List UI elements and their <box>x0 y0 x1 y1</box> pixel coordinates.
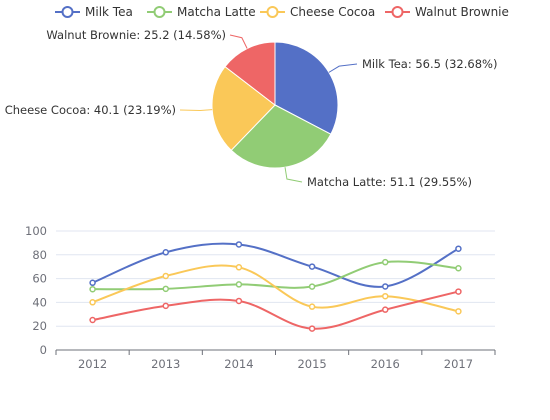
y-tick-label-3: 40 <box>32 295 47 309</box>
y-tick-label-6: 100 <box>25 224 47 238</box>
data-point-3-4 <box>308 303 316 310</box>
legend-label-3: Cheese Cocoa <box>290 5 375 19</box>
data-point-4-4 <box>308 325 316 332</box>
pie-label-1: Milk Tea: 56.5 (32.68%) <box>362 57 497 71</box>
pie-slice-2 <box>230 104 332 169</box>
legend-item-4[interactable]: Walnut Brownie <box>385 5 509 19</box>
pie-slice-1 <box>274 41 339 135</box>
data-point-1-1 <box>89 279 96 287</box>
data-point-3-5 <box>382 292 389 300</box>
x-tick-label-2: 2013 <box>151 357 180 371</box>
legend-marker-1 <box>61 6 74 18</box>
legend-marker-3 <box>266 6 279 18</box>
data-point-2-3 <box>235 281 243 288</box>
pie-label-line-4 <box>229 34 248 49</box>
pie-label-line-1 <box>328 63 358 73</box>
data-point-2-2 <box>162 285 169 293</box>
series-3 <box>89 264 462 315</box>
series-line-1 <box>92 242 459 288</box>
data-point-2-1 <box>89 285 96 293</box>
legend-item-3[interactable]: Cheese Cocoa <box>260 5 375 19</box>
line-chart: 0 20 40 60 80 100 2012 2013 2014 2015 2016 2017 <box>25 224 496 371</box>
x-tick-label-1: 2012 <box>78 357 107 371</box>
legend-label-1: Milk Tea <box>85 5 133 19</box>
data-point-2-6 <box>455 264 462 272</box>
x-tick-label-6: 2017 <box>444 357 473 371</box>
x-tick-label-5: 2016 <box>371 357 400 371</box>
legend-marker-4 <box>391 6 404 18</box>
pie-label-2: Matcha Latte: 51.1 (29.55%) <box>307 175 472 189</box>
series-4 <box>89 288 462 332</box>
data-point-1-6 <box>455 245 462 252</box>
legend-label-4: Walnut Brownie <box>415 5 509 19</box>
data-point-4-6 <box>455 288 462 295</box>
legend-item-2[interactable]: Matcha Latte <box>147 5 256 19</box>
data-point-4-1 <box>89 316 96 324</box>
data-point-2-4 <box>308 283 316 290</box>
data-point-1-3 <box>235 241 243 248</box>
series-line-2 <box>92 260 459 291</box>
data-point-4-3 <box>235 297 243 305</box>
x-tick-label-3: 2014 <box>224 357 253 371</box>
pie-slice-4 <box>224 41 276 107</box>
data-point-1-4 <box>308 263 316 270</box>
legend-item-1[interactable]: Milk Tea <box>55 5 133 19</box>
data-point-3-3 <box>235 264 243 271</box>
series-line-4 <box>92 290 459 330</box>
y-tick-label-1: 0 <box>40 343 47 357</box>
y-tick-label-4: 60 <box>32 272 47 286</box>
y-tick-label-5: 80 <box>32 248 47 262</box>
series-1 <box>89 241 462 290</box>
legend-marker-2 <box>153 6 166 18</box>
pie-label-line-2 <box>284 167 303 183</box>
data-point-2-5 <box>382 258 389 266</box>
pie-label-4: Walnut Brownie: 25.2 (14.58%) <box>46 28 226 42</box>
x-tick-label-4: 2015 <box>297 357 326 371</box>
legend-label-2: Matcha Latte <box>177 5 256 19</box>
y-tick-label-2: 20 <box>32 319 47 333</box>
data-point-3-6 <box>455 308 462 315</box>
data-point-1-5 <box>382 283 389 290</box>
data-point-1-2 <box>162 249 169 256</box>
legend: Milk Tea Matcha Latte Cheese Cocoa Walnut B… <box>55 5 509 19</box>
data-point-3-2 <box>162 272 169 280</box>
pie-label-line-3 <box>179 109 213 112</box>
pie-chart: Milk Tea: 56.5 (32.68%) Matcha Latte: 51.… <box>5 28 498 189</box>
data-point-4-5 <box>382 306 389 313</box>
data-point-4-2 <box>162 302 169 310</box>
data-point-3-1 <box>89 299 96 306</box>
series-line-3 <box>92 264 459 313</box>
pie-label-3: Cheese Cocoa: 40.1 (23.19%) <box>5 103 176 117</box>
